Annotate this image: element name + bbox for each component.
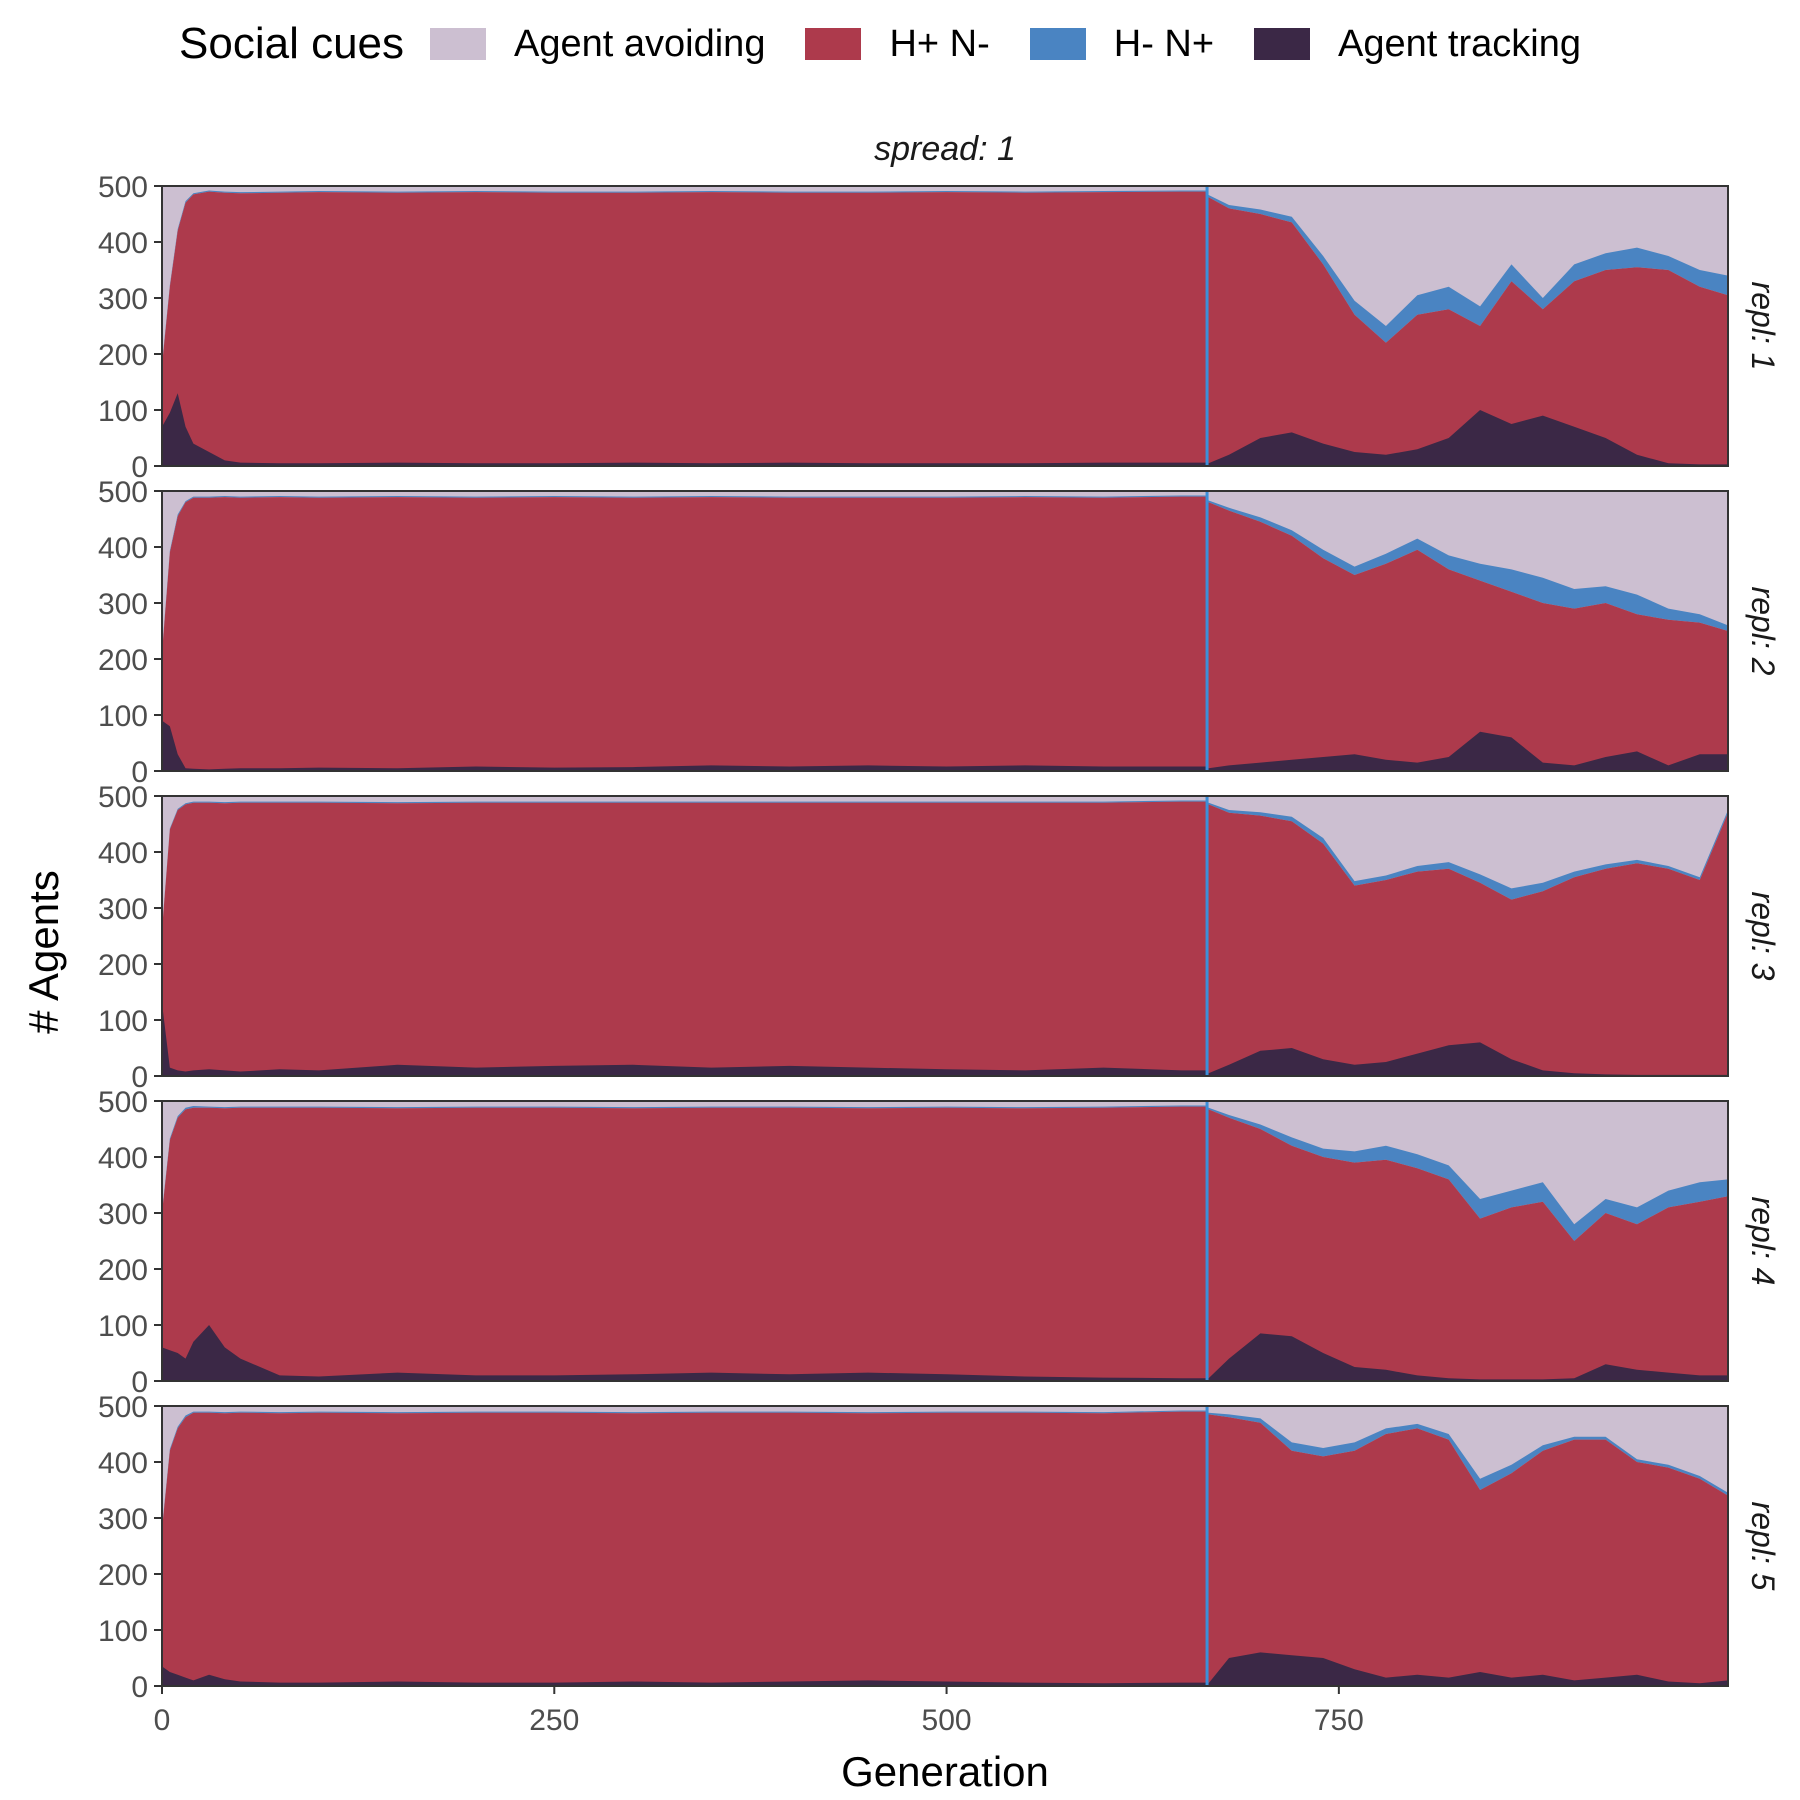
y-tick-label: 100 bbox=[98, 700, 148, 733]
legend-label: Agent tracking bbox=[1338, 22, 1581, 65]
y-axis-title: # Agents bbox=[20, 870, 67, 1033]
y-tick-label: 400 bbox=[98, 1447, 148, 1480]
facet-panel: 0 100 200 300 400 500 repl: 2 bbox=[98, 476, 1781, 789]
area-agent-tracking bbox=[162, 720, 1728, 771]
facet-strip-label: repl: 2 bbox=[1745, 587, 1781, 676]
y-tick-label: 500 bbox=[98, 781, 148, 814]
y-tick-label: 300 bbox=[98, 893, 148, 926]
facet-panel: 0 100 200 300 400 500 repl: 1 bbox=[98, 171, 1781, 484]
y-tick-label: 500 bbox=[98, 1086, 148, 1119]
y-tick-label: 0 bbox=[131, 451, 148, 484]
y-tick-label: 0 bbox=[131, 1671, 148, 1704]
area-h-plus-n-minus bbox=[162, 801, 1728, 1076]
panel-border bbox=[161, 795, 1729, 1077]
legend-item-agent-tracking: Agent tracking bbox=[1254, 23, 1581, 66]
legend-label: H- N+ bbox=[1113, 22, 1215, 65]
area-agent-tracking bbox=[162, 393, 1728, 466]
panel-border bbox=[161, 490, 1729, 772]
y-tick-label: 200 bbox=[98, 1254, 148, 1287]
y-tick-label: 300 bbox=[98, 283, 148, 316]
y-tick-label: 100 bbox=[98, 1310, 148, 1343]
legend: Social cues Agent avoiding H+ N- H- N+ A… bbox=[0, 14, 1800, 74]
panel-border bbox=[161, 185, 1729, 467]
panel-border bbox=[161, 1100, 1729, 1382]
y-tick-label: 100 bbox=[98, 1005, 148, 1038]
y-tick-label: 400 bbox=[98, 837, 148, 870]
area-agent-tracking bbox=[162, 1652, 1728, 1686]
y-tick-label: 300 bbox=[98, 1503, 148, 1536]
facet-strip-label: repl: 4 bbox=[1745, 1197, 1781, 1286]
y-tick-label: 200 bbox=[98, 949, 148, 982]
legend-key-hminus-nplus bbox=[1029, 28, 1086, 60]
x-axis: 0 250 500 750 bbox=[154, 1686, 1364, 1737]
facet-strip-label: repl: 1 bbox=[1745, 282, 1781, 371]
y-tick-label: 400 bbox=[98, 1142, 148, 1175]
legend-item-hplus-nminus: H+ N- bbox=[805, 22, 990, 66]
y-tick-label: 500 bbox=[98, 1391, 148, 1424]
x-tick-label: 750 bbox=[1314, 1704, 1364, 1737]
y-tick-label: 0 bbox=[131, 1061, 148, 1094]
panel-border bbox=[161, 1405, 1729, 1687]
area-h-plus-n-minus bbox=[162, 496, 1728, 771]
y-tick-label: 0 bbox=[131, 1366, 148, 1399]
legend-label: H+ N- bbox=[889, 22, 990, 65]
facet-panel: 0 100 200 300 400 500 repl: 5 bbox=[98, 1391, 1781, 1704]
area-h-plus-n-minus bbox=[162, 1106, 1728, 1381]
x-tick-label: 500 bbox=[922, 1704, 972, 1737]
x-tick-label: 0 bbox=[154, 1704, 171, 1737]
y-tick-label: 100 bbox=[98, 1615, 148, 1648]
area-h-plus-n-minus bbox=[162, 1411, 1728, 1686]
facet-strip-label: repl: 3 bbox=[1745, 892, 1781, 981]
y-tick-label: 200 bbox=[98, 1559, 148, 1592]
legend-label: Agent avoiding bbox=[514, 22, 766, 65]
facet-panel: 0 100 200 300 400 500 repl: 4 bbox=[98, 1086, 1781, 1399]
x-axis-title: Generation bbox=[841, 1748, 1049, 1795]
y-tick-label: 500 bbox=[98, 171, 148, 204]
legend-key-agent-avoiding bbox=[430, 28, 487, 60]
area-agent-tracking bbox=[162, 1325, 1728, 1381]
y-tick-label: 400 bbox=[98, 227, 148, 260]
y-tick-label: 200 bbox=[98, 644, 148, 677]
y-tick-label: 300 bbox=[98, 588, 148, 621]
facet-strip-label: repl: 5 bbox=[1745, 1502, 1781, 1591]
x-tick-label: 250 bbox=[529, 1704, 579, 1737]
y-tick-label: 0 bbox=[131, 756, 148, 789]
y-tick-label: 300 bbox=[98, 1198, 148, 1231]
panels: 0 100 200 300 400 500 repl: 1 0 100 200 300 400 500 r… bbox=[98, 171, 1781, 1704]
y-tick-label: 200 bbox=[98, 339, 148, 372]
area-h-plus-n-minus bbox=[162, 191, 1728, 466]
facet-panel: 0 100 200 300 400 500 repl: 3 bbox=[98, 781, 1781, 1094]
legend-key-hplus-nminus bbox=[805, 28, 862, 60]
facet-strip-title: spread: 1 bbox=[874, 130, 1016, 168]
legend-title: Social cues bbox=[179, 19, 405, 68]
legend-key-agent-tracking bbox=[1254, 28, 1311, 60]
y-tick-label: 500 bbox=[98, 476, 148, 509]
y-tick-label: 100 bbox=[98, 395, 148, 428]
legend-item-agent-avoiding: Agent avoiding bbox=[430, 23, 765, 66]
y-tick-label: 400 bbox=[98, 532, 148, 565]
legend-item-hminus-nplus: H- N+ bbox=[1029, 22, 1215, 66]
area-h-minus-n-plus bbox=[162, 1105, 1728, 1241]
